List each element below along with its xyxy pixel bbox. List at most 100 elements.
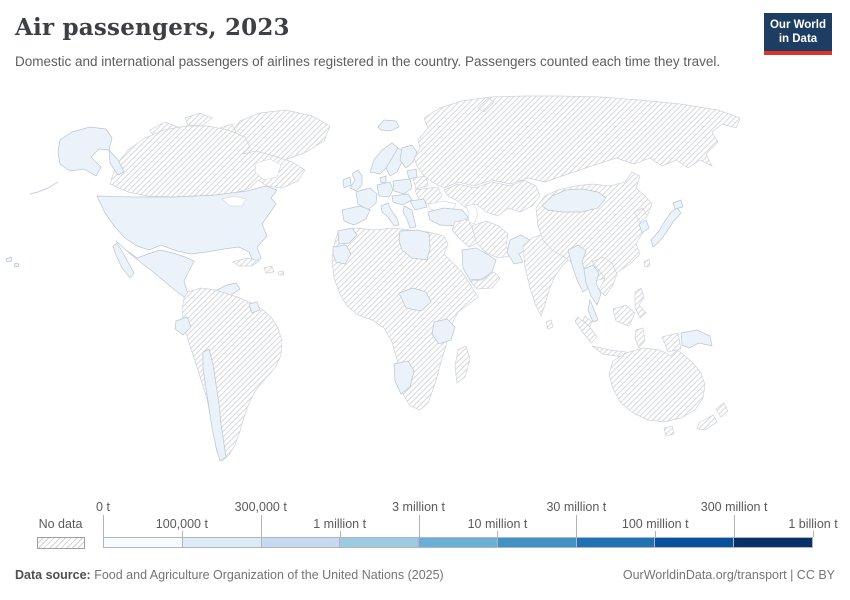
region-mauritania[interactable] [332, 244, 352, 265]
region-germany[interactable] [376, 181, 394, 198]
legend-tick-mark [655, 531, 657, 537]
region-arctic-islands[interactable] [184, 112, 213, 127]
region-java[interactable] [591, 345, 627, 358]
region-denmark[interactable] [379, 175, 387, 184]
region-spain[interactable] [341, 205, 371, 226]
no-data-swatch[interactable] [37, 537, 85, 549]
region-france[interactable] [355, 187, 378, 211]
region-tanzania[interactable] [431, 318, 456, 345]
legend-tick-mark [418, 515, 420, 537]
region-usa[interactable] [96, 185, 278, 265]
region-italy[interactable] [380, 202, 400, 227]
region-pakistan[interactable] [506, 234, 531, 265]
attribution-link[interactable]: OurWorldinData.org/transport | CC BY [622, 568, 835, 582]
region-hawaii[interactable] [5, 256, 13, 263]
region-baja-california[interactable] [112, 242, 135, 279]
region-thailand[interactable] [583, 264, 602, 306]
region-thai-peninsula[interactable] [587, 298, 599, 323]
region-papua-new-guinea[interactable] [680, 329, 713, 349]
legend-segment-4[interactable] [418, 538, 497, 547]
region-mongolia[interactable] [541, 188, 607, 213]
owid-logo[interactable]: Our World in Data [764, 13, 832, 55]
region-yemen-oman[interactable] [469, 271, 501, 290]
legend-segment-2[interactable] [260, 538, 340, 547]
region-russia[interactable] [413, 95, 741, 189]
region-australia[interactable] [608, 347, 706, 423]
region-new-zealand-south[interactable] [696, 414, 718, 431]
legend-segment-7[interactable] [654, 538, 734, 547]
region-borneo[interactable] [612, 304, 636, 327]
region-taiwan[interactable] [643, 258, 651, 268]
region-ecuador[interactable] [174, 316, 192, 336]
region-uk[interactable] [349, 169, 363, 192]
legend-tick-label: 300 million t [700, 500, 768, 514]
region-west-new-guinea[interactable] [661, 332, 682, 353]
region-novaya-zemlya[interactable] [477, 97, 495, 113]
legend-segment-0[interactable] [104, 538, 182, 547]
region-ireland[interactable] [342, 176, 352, 189]
data-source-text: Food and Agriculture Organization of the… [90, 568, 444, 582]
region-hispaniola[interactable] [263, 265, 275, 274]
region-libya[interactable] [398, 229, 431, 261]
region-hawaii[interactable] [13, 262, 20, 268]
aleutian-islands [29, 181, 59, 195]
region-greenland[interactable] [228, 109, 331, 162]
region-sumatra[interactable] [574, 316, 598, 344]
region-madagascar[interactable] [454, 345, 471, 384]
region-south-america[interactable] [181, 287, 283, 462]
legend-tick-label: 0 t [96, 500, 110, 514]
region-iceland[interactable] [377, 119, 400, 132]
region-poland[interactable] [392, 178, 413, 195]
legend-segment-5[interactable] [496, 538, 576, 547]
region-morocco[interactable] [337, 227, 358, 245]
region-romania[interactable] [409, 198, 428, 211]
region-alaska[interactable] [57, 126, 113, 177]
region-baltics[interactable] [406, 168, 418, 180]
legend-tick-mark [260, 515, 262, 537]
region-north-korea[interactable] [633, 207, 648, 223]
legend-tick-mark [103, 515, 104, 537]
region-balkans-greece[interactable] [402, 205, 417, 229]
region-saudi-arabia[interactable] [461, 247, 497, 281]
region-vietnam-laos[interactable] [591, 256, 618, 297]
legend-tick-mark [181, 531, 183, 537]
legend-segment-3[interactable] [339, 538, 419, 547]
region-sri-lanka[interactable] [545, 319, 554, 330]
region-guyana[interactable] [248, 301, 261, 314]
region-new-zealand-north[interactable] [715, 402, 729, 418]
caspian-sea [465, 203, 479, 225]
data-source-label: Data source: [15, 568, 91, 582]
legend-tick-label: 300,000 t [234, 500, 287, 514]
region-hokkaido[interactable] [672, 199, 684, 210]
region-finland[interactable] [399, 144, 418, 169]
region-mexico[interactable] [115, 240, 241, 307]
region-sulawesi[interactable] [634, 327, 646, 349]
legend-tick-mark [576, 515, 578, 537]
hudson-bay [254, 158, 282, 181]
legend-tick-label: 1 billion t [788, 516, 838, 531]
data-source: Data source: Food and Agriculture Organi… [15, 568, 444, 582]
footer: Data source: Food and Agriculture Organi… [15, 568, 835, 582]
region-sweden[interactable] [385, 147, 405, 177]
region-alaska-panhandle[interactable] [108, 149, 125, 176]
great-lakes [221, 195, 247, 207]
region-cuba[interactable] [232, 257, 260, 267]
region-south-korea[interactable] [638, 219, 650, 234]
legend-segment-1[interactable] [181, 538, 261, 547]
region-namibia[interactable] [393, 360, 415, 395]
legend-colorbar[interactable] [103, 537, 813, 548]
region-central-africa[interactable] [398, 287, 432, 312]
legend-segment-8[interactable] [733, 538, 813, 547]
region-central-europe[interactable] [391, 193, 413, 206]
region-iraq-syria[interactable] [451, 218, 480, 248]
region-tasmania[interactable] [663, 425, 675, 437]
region-africa[interactable] [331, 227, 479, 411]
owid-logo-line2: in Data [778, 33, 818, 46]
region-japan[interactable] [650, 207, 682, 248]
world-map [0, 95, 850, 495]
region-chile[interactable] [202, 348, 227, 462]
region-philippines[interactable] [634, 287, 647, 319]
region-puerto-rico[interactable] [277, 270, 285, 276]
region-belarus[interactable] [412, 175, 429, 190]
legend-segment-6[interactable] [575, 538, 655, 547]
